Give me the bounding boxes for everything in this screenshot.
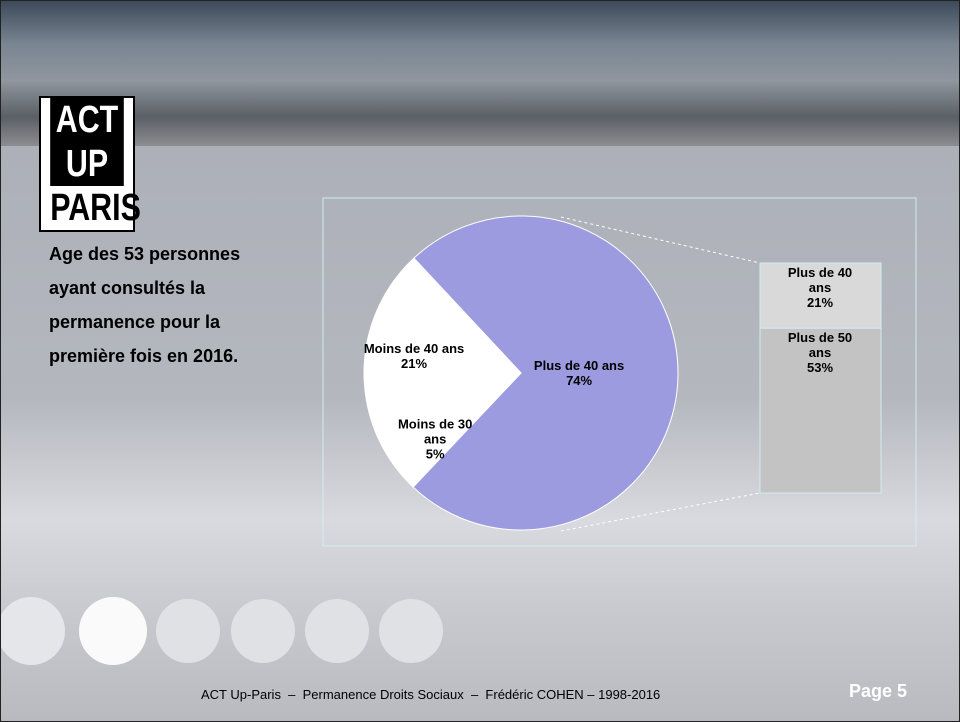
value-label: 21% xyxy=(354,356,474,371)
category-label: Plus de 40 ans xyxy=(519,358,639,373)
category-label: Moins de 30 ans xyxy=(388,417,483,447)
slide: ACT UP PARIS Age des 53 personnes ayant … xyxy=(0,0,960,722)
page-number: Page 5 xyxy=(849,681,907,702)
footer: ACT Up-Paris – Permanence Droits Sociaux… xyxy=(201,687,660,702)
value-label: 21% xyxy=(775,295,865,310)
category-label: Plus de 40 ans xyxy=(775,265,865,295)
category-label: Moins de 40 ans xyxy=(354,341,474,356)
category-label: Plus de 50 ans xyxy=(775,330,865,360)
value-label: 53% xyxy=(775,360,865,375)
spheres xyxy=(1,597,443,665)
value-label: 74% xyxy=(519,373,639,388)
value-label: 5% xyxy=(388,447,483,462)
